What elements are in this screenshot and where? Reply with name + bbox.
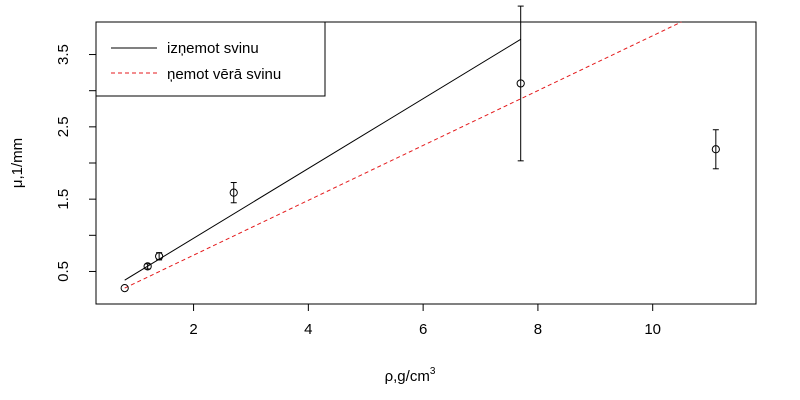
legend: izņemot svinu ņemot vērā svinu xyxy=(95,21,326,97)
data-points xyxy=(120,5,720,293)
x-tick-label: 8 xyxy=(534,321,542,338)
y-tick-label: 3.5 xyxy=(55,44,72,65)
x-tick-label: 2 xyxy=(189,321,197,338)
x-axis: 2 4 6 8 10 xyxy=(189,304,661,338)
data-point xyxy=(155,252,164,261)
fit-line-0 xyxy=(124,38,521,281)
data-point xyxy=(516,79,525,88)
fit-line-1 xyxy=(124,21,682,289)
y-tick-label: 1.5 xyxy=(55,189,72,210)
fit-lines xyxy=(124,21,682,289)
y-axis-title: μ,1/mm xyxy=(9,138,26,188)
data-point xyxy=(711,145,720,154)
x-axis-title: ρ,g/cm3 xyxy=(385,366,436,385)
x-tick-label: 10 xyxy=(644,321,661,338)
legend-label-0: izņemot svinu xyxy=(167,40,259,57)
x-tick-label: 4 xyxy=(304,321,312,338)
data-point xyxy=(120,283,129,293)
y-tick-label: 2.5 xyxy=(55,116,72,137)
y-axis: 0.5 1.5 2.5 3.5 xyxy=(55,44,96,282)
x-axis-title-superscript: 3 xyxy=(430,366,436,377)
data-point xyxy=(229,188,238,197)
legend-box xyxy=(95,21,326,97)
x-tick-label: 6 xyxy=(419,321,427,338)
data-point xyxy=(143,262,152,271)
x-axis-title-main: ρ,g/cm xyxy=(385,368,430,385)
legend-label-1: ņemot vērā svinu xyxy=(167,66,281,83)
y-tick-label: 0.5 xyxy=(55,261,72,282)
